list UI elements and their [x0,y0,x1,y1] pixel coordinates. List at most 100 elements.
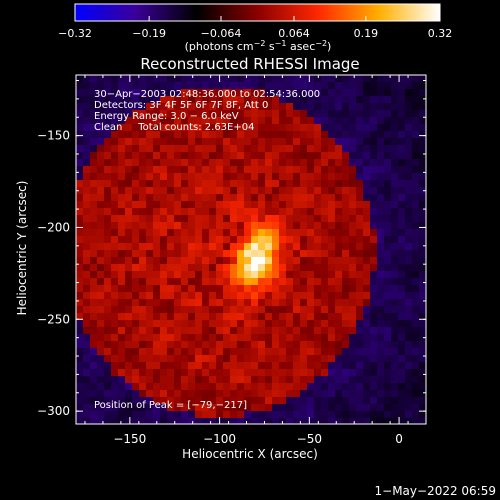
heatmap-cell [139,145,147,153]
heatmap-cell [174,250,182,258]
heatmap-cell [188,138,196,146]
heatmap-cell [209,278,217,286]
heatmap-cell [342,138,350,146]
heatmap-cell [195,306,203,314]
heatmap-cell [97,138,105,146]
heatmap-cell [293,334,301,342]
heatmap-cell [216,362,224,370]
heatmap-cell [349,390,357,398]
heatmap-cell [139,131,147,139]
heatmap-cell [97,362,105,370]
heatmap-cell [188,243,196,251]
heatmap-cell [419,285,426,293]
heatmap-cell [363,292,371,300]
heatmap-cell [146,194,154,202]
heatmap-cell [244,173,252,181]
heatmap-cell [125,341,133,349]
heatmap-cell [139,271,147,279]
heatmap-cell [307,306,315,314]
heatmap-cell [349,124,357,132]
heatmap-cell [384,299,392,307]
heatmap-cell [391,264,399,272]
heatmap-cell [125,320,133,328]
heatmap-cell [419,348,426,356]
heatmap-cell [391,257,399,265]
heatmap-cell [286,180,294,188]
heatmap-cell [174,299,182,307]
heatmap-cell [139,376,147,384]
heatmap-cell [188,313,196,321]
heatmap-cell [321,348,329,356]
heatmap-cell [377,194,385,202]
heatmap-cell [342,418,350,424]
heatmap-cell [174,131,182,139]
heatmap-cell [237,383,245,391]
heatmap-cell [328,299,336,307]
heatmap-cell [363,369,371,377]
heatmap-cell [146,124,154,132]
heatmap-cell [419,250,426,258]
heatmap-cell [293,138,301,146]
heatmap-cell [405,96,413,104]
heatmap-cell [104,229,112,237]
heatmap-cell [132,376,140,384]
heatmap-cell [167,334,175,342]
heatmap-cell [265,166,273,174]
heatmap-cell [412,173,420,181]
heatmap-cell [356,292,364,300]
heatmap-cell [398,383,406,391]
heatmap-cell [356,250,364,258]
heatmap-cell [237,75,245,83]
heatmap-cell [90,159,98,167]
heatmap-cell [349,348,357,356]
heatmap-cell [293,166,301,174]
heatmap-cell [237,215,245,223]
heatmap-cell [195,278,203,286]
heatmap-cell [118,320,126,328]
heatmap-cell [174,348,182,356]
heatmap-cell [174,145,182,153]
heatmap-cell [90,236,98,244]
heatmap-cell [139,250,147,258]
heatmap-cell [209,124,217,132]
heatmap-cell [216,201,224,209]
heatmap-cell [125,292,133,300]
heatmap-cell [125,334,133,342]
heatmap-cell [293,390,301,398]
heatmap-cell [356,103,364,111]
heatmap-cell [286,348,294,356]
heatmap-cell [384,383,392,391]
heatmap-cell [160,208,168,216]
heatmap-cell [237,243,245,251]
heatmap-cell [209,327,217,335]
heatmap-cell [132,285,140,293]
heatmap-cell [328,103,336,111]
heatmap-cell [321,292,329,300]
heatmap-cell [223,75,231,83]
heatmap-cell [279,313,287,321]
heatmap-cell [321,271,329,279]
heatmap-cell [230,236,238,244]
heatmap-cell [223,201,231,209]
heatmap-cell [139,334,147,342]
heatmap-cell [398,285,406,293]
heatmap-cell [342,89,350,97]
heatmap-cell [202,243,210,251]
heatmap-cell [321,264,329,272]
heatmap-cell [419,362,426,370]
heatmap-cell [244,194,252,202]
x-tick-label: −100 [203,432,236,446]
heatmap-cell [342,390,350,398]
heatmap-cell [181,397,189,405]
heatmap-cell [412,390,420,398]
heatmap-cell [307,180,315,188]
heatmap-cell [111,124,119,132]
heatmap-cell [391,348,399,356]
heatmap-cell [412,96,420,104]
heatmap-cell [202,187,210,195]
heatmap-cell [188,250,196,258]
heatmap-cell [153,75,161,83]
heatmap-cell [237,236,245,244]
heatmap-cell [349,194,357,202]
heatmap-cell [223,82,231,90]
